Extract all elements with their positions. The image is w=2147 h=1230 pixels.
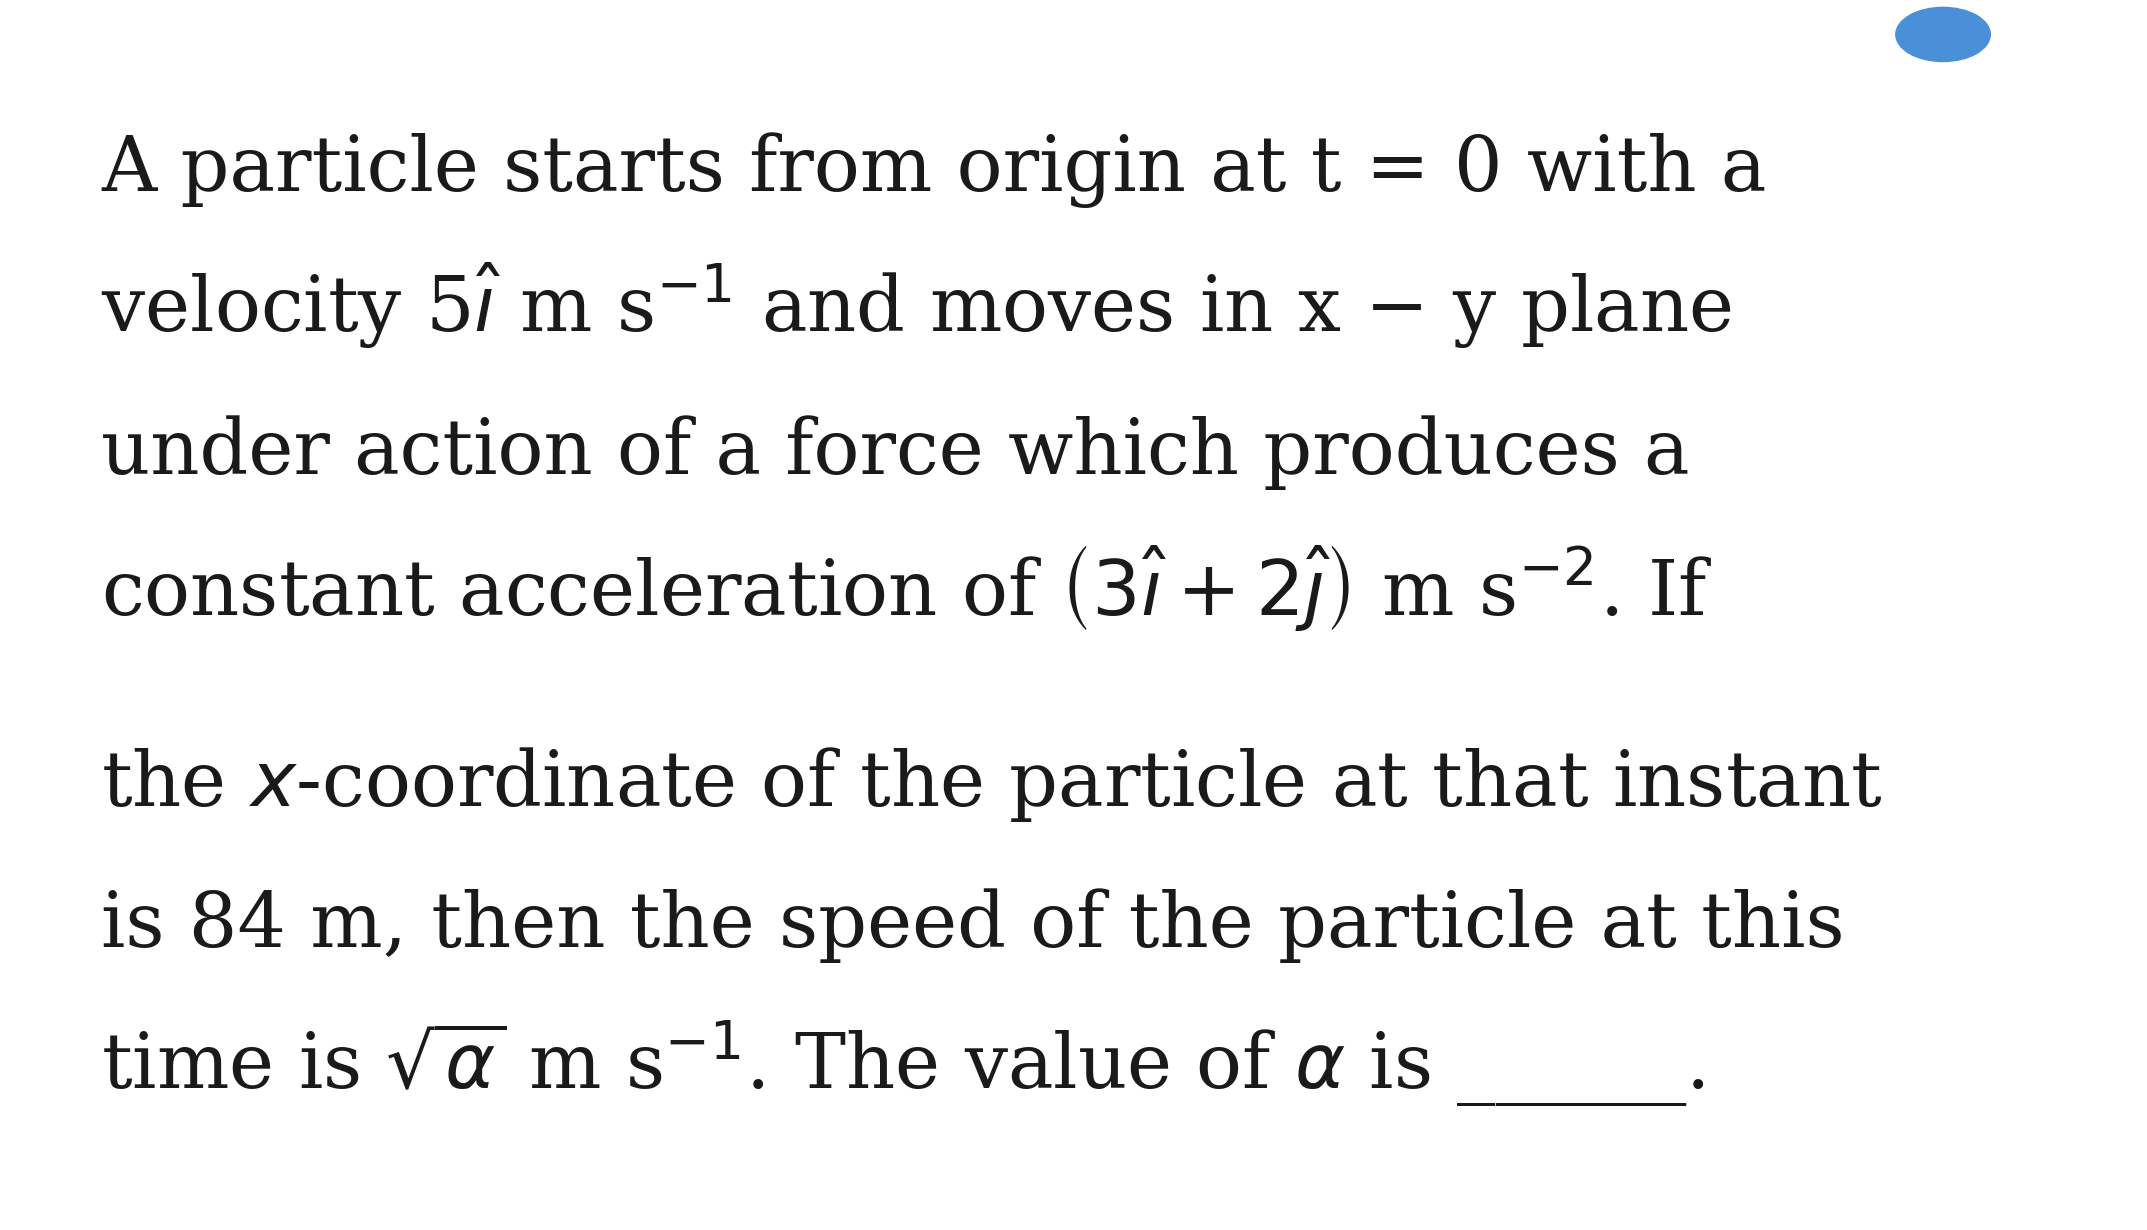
Text: the $x$-coordinate of the particle at that instant: the $x$-coordinate of the particle at th… xyxy=(101,744,1883,824)
Text: A particle starts from origin at t = 0 with a: A particle starts from origin at t = 0 w… xyxy=(101,132,1767,208)
Text: velocity 5$\hat{\imath}$ m s$^{-1}$ and moves in x − y plane: velocity 5$\hat{\imath}$ m s$^{-1}$ and … xyxy=(101,261,1730,351)
Text: is 84 m, then the speed of the particle at this: is 84 m, then the speed of the particle … xyxy=(101,888,1844,963)
Text: constant acceleration of $\left(3\hat{\imath} + 2\hat{\jmath}\right)$ m s$^{-2}$: constant acceleration of $\left(3\hat{\i… xyxy=(101,542,1713,633)
Text: time is $\sqrt{\alpha}$ m s$^{-1}$. The value of $\alpha$ is ______.: time is $\sqrt{\alpha}$ m s$^{-1}$. The … xyxy=(101,1018,1705,1108)
Text: under action of a force which produces a: under action of a force which produces a xyxy=(101,415,1690,490)
